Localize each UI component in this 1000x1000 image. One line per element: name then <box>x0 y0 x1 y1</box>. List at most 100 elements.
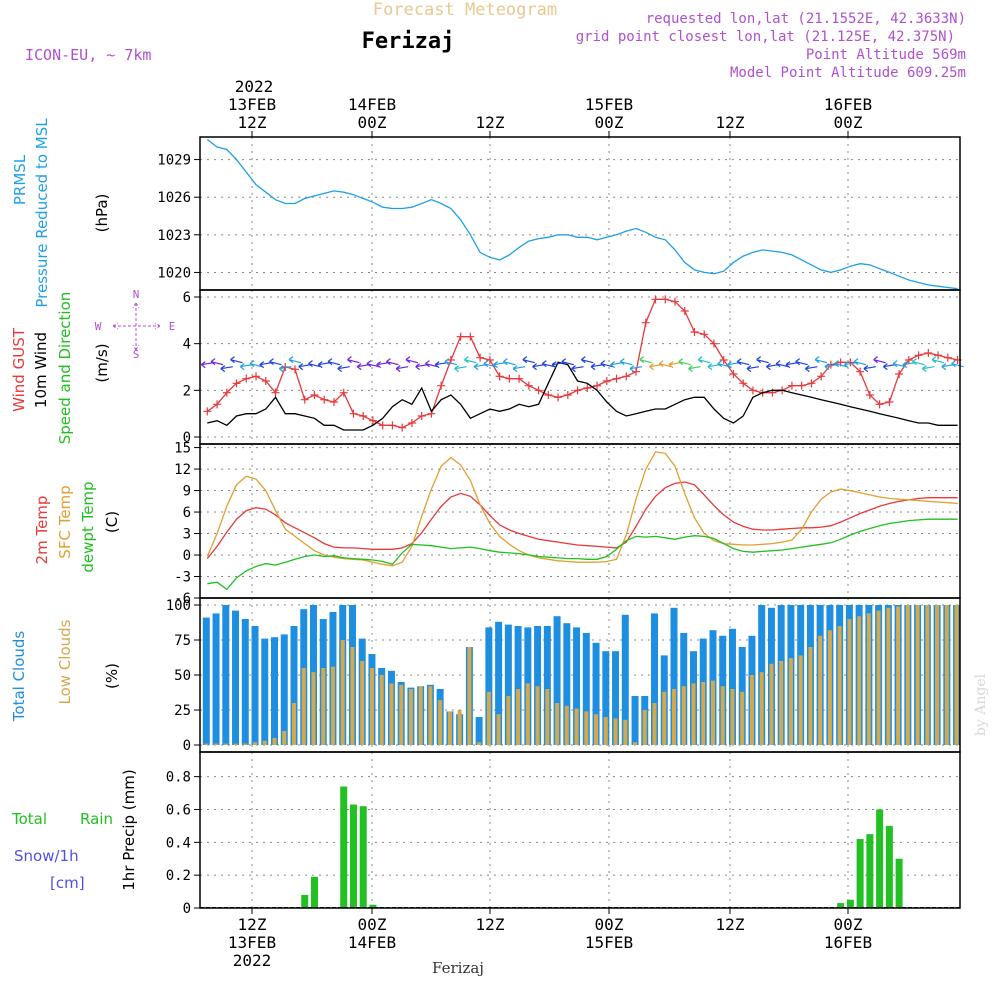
low-cloud-bar <box>837 626 842 745</box>
y-tick-label: 100 <box>166 598 191 614</box>
top-axis-day-label: 13FEB <box>228 95 276 114</box>
y-tick-label: 0 <box>183 901 191 917</box>
low-cloud-bar <box>613 718 618 745</box>
wind-direction-arrow <box>785 361 799 369</box>
low-cloud-bar <box>818 635 823 745</box>
gust-marker <box>817 372 826 381</box>
low-cloud-bar <box>282 731 287 745</box>
y-tick-label: 2 <box>183 383 191 399</box>
gust-marker <box>349 409 358 418</box>
gust-marker <box>554 393 563 402</box>
rain-bar <box>856 839 864 908</box>
low-cloud-bar <box>623 719 628 745</box>
wind-direction-arrow <box>347 356 360 364</box>
wind-direction-arrow <box>493 361 506 369</box>
total-cloud-bar <box>534 626 542 745</box>
y-tick-label: 9 <box>183 484 191 500</box>
grid-point-coords: grid point closest lon,lat (21.125E, 42.… <box>576 29 955 45</box>
wind-direction-arrow <box>834 360 847 368</box>
top-axis-day-label: 16FEB <box>824 95 872 114</box>
temp-dewpt-line <box>207 518 958 591</box>
gust-marker <box>417 412 426 420</box>
gust-marker <box>729 370 738 378</box>
temp-2m-line <box>206 481 958 560</box>
wind-direction-arrow <box>824 363 837 371</box>
bottom-axis-day-label: 13FEB <box>228 933 276 952</box>
wind-direction-arrow <box>727 361 740 369</box>
gust-marker <box>271 388 280 397</box>
wind-direction-arrow <box>210 358 224 366</box>
low-cloud-bar <box>710 680 715 745</box>
total-cloud-bar <box>271 637 279 745</box>
wind-direction-arrow <box>629 365 643 373</box>
wind-direction-arrow <box>610 361 623 369</box>
bottom-axis-hour-label: 12Z <box>238 915 267 934</box>
bottom-axis-hour-label: 12Z <box>716 915 745 934</box>
gust-marker <box>388 421 397 430</box>
total-cloud-bar <box>582 633 590 745</box>
wind-direction-arrow <box>951 360 964 368</box>
gust-marker <box>671 297 679 306</box>
total-cloud-bar <box>495 621 503 745</box>
top-axis-day-label: 15FEB <box>585 95 633 114</box>
low-cloud-bar <box>516 689 521 745</box>
rain-bar <box>349 804 357 908</box>
bottom-axis-hour-label: 00Z <box>595 915 624 934</box>
gust-marker <box>544 391 553 399</box>
low-cloud-bar <box>701 682 706 745</box>
wind-direction-arrow <box>386 358 399 366</box>
wind-direction-arrow <box>844 361 857 369</box>
gust-marker <box>213 400 222 409</box>
wind-direction-arrow <box>580 356 594 364</box>
low-cloud-bar <box>428 686 433 745</box>
y-tick-label: 75 <box>174 633 191 649</box>
temp-unit: (C) <box>103 511 121 533</box>
low-cloud-bar <box>223 743 228 745</box>
low-cloud-bar <box>555 703 560 745</box>
wind-direction-arrow <box>873 356 886 364</box>
gust-marker <box>456 332 465 341</box>
wind-direction-arrow <box>775 360 789 368</box>
low-cloud-bar <box>369 668 374 745</box>
gust-marker <box>895 370 904 378</box>
gust-marker <box>690 328 699 336</box>
total-cloud-bar <box>475 717 483 745</box>
gust-marker <box>300 395 309 404</box>
low-cloud-bar <box>438 700 443 745</box>
low-cloud-bar <box>798 655 803 745</box>
wind-direction-arrow <box>327 358 341 366</box>
total-cloud-bar <box>543 626 551 745</box>
y-tick-label: 0.8 <box>166 770 191 786</box>
low-cloud-bar <box>418 686 423 745</box>
y-tick-label: 1026 <box>157 190 191 206</box>
low-cloud-bar <box>633 742 638 745</box>
gust-marker <box>524 381 533 390</box>
y-tick-label: 0.2 <box>166 868 191 884</box>
gust-marker <box>875 400 884 409</box>
low-cloud-bar <box>681 686 686 745</box>
total-cloud-bar <box>612 651 620 745</box>
wind-direction-arrow <box>600 360 613 368</box>
low-cloud-bar <box>447 711 452 745</box>
total-cloud-bar <box>504 624 512 745</box>
gust-marker <box>534 386 543 395</box>
requested-coords: requested lon,lat (21.1552E, 42.3633N) <box>646 11 966 27</box>
low-cloud-bar <box>672 689 676 745</box>
top-axis-hour-label: 12Z <box>238 113 267 132</box>
wind-direction-arrow <box>941 363 954 371</box>
credit-watermark: by Angel <box>973 673 989 736</box>
wind-direction-arrow <box>619 358 633 366</box>
low-cloud-bar <box>574 708 579 745</box>
cloud-unit: (%) <box>103 663 121 689</box>
wind-direction-arrow <box>541 360 555 368</box>
panel-frame <box>199 443 961 599</box>
compass-west: W <box>95 320 102 333</box>
total-cloud-bar <box>232 610 240 745</box>
low-cloud-bar <box>233 743 238 745</box>
wind-direction-arrow <box>658 360 672 368</box>
wind-direction-arrow <box>308 360 321 368</box>
rain-bar <box>340 786 348 908</box>
gust-marker <box>291 365 299 374</box>
wind-direction-arrow <box>590 363 604 371</box>
